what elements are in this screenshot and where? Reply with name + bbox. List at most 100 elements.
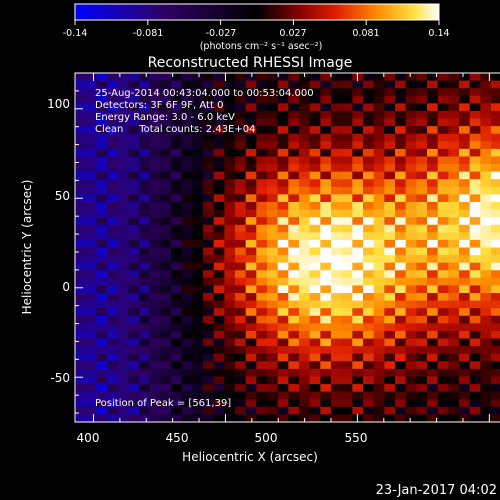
heatmap-cell xyxy=(331,399,343,408)
heatmap-cell xyxy=(309,346,321,355)
heatmap-cell xyxy=(213,88,225,97)
heatmap-cell xyxy=(224,270,236,279)
heatmap-cell xyxy=(192,293,204,302)
heatmap-cell xyxy=(384,148,396,158)
heatmap-cell xyxy=(160,308,172,317)
heatmap-cell xyxy=(437,277,449,287)
colorbar-tick-label: 0.14 xyxy=(428,28,449,39)
heatmap-cell xyxy=(235,126,247,135)
heatmap-cell xyxy=(203,156,215,165)
heatmap-cell xyxy=(277,315,289,324)
heatmap-cell xyxy=(245,293,257,302)
heatmap-cell xyxy=(203,80,215,89)
heatmap-cell xyxy=(405,224,417,233)
heatmap-cell xyxy=(213,201,225,211)
heatmap-cell xyxy=(405,179,417,188)
heatmap-cell xyxy=(213,95,225,104)
heatmap-cell xyxy=(459,346,471,355)
heatmap-cell xyxy=(171,406,183,416)
heatmap-cell xyxy=(96,209,108,218)
heatmap-cell xyxy=(363,148,375,158)
heatmap-cell xyxy=(181,338,193,347)
heatmap-cell xyxy=(107,346,119,355)
heatmap-cell xyxy=(117,95,129,104)
heatmap-cell xyxy=(245,201,257,211)
heatmap-cell xyxy=(107,141,119,150)
heatmap-cell xyxy=(448,126,460,135)
heatmap-cell xyxy=(245,255,257,264)
heatmap-cell xyxy=(213,186,225,195)
heatmap-cell xyxy=(224,323,236,332)
heatmap-cell xyxy=(405,399,417,408)
heatmap-cell xyxy=(373,414,385,422)
heatmap-cell xyxy=(320,103,332,112)
x-tick-label: 500 xyxy=(255,431,278,445)
heatmap-cell xyxy=(235,164,247,173)
heatmap-cell xyxy=(235,277,247,287)
heatmap-cell xyxy=(363,141,375,150)
heatmap-cell xyxy=(299,88,311,97)
heatmap-cell xyxy=(299,406,311,416)
heatmap-cell xyxy=(149,171,161,180)
heatmap-cell xyxy=(288,110,300,120)
heatmap-cell xyxy=(320,224,332,233)
heatmap-cell xyxy=(213,346,225,355)
heatmap-cell xyxy=(192,338,204,347)
heatmap-cell xyxy=(309,118,321,127)
heatmap-cell xyxy=(139,414,151,422)
heatmap-cell xyxy=(469,110,481,120)
heatmap-cell xyxy=(149,224,161,233)
heatmap-cell xyxy=(203,239,215,249)
heatmap-cell xyxy=(224,391,236,400)
heatmap-cell xyxy=(224,406,236,416)
heatmap-cell xyxy=(363,255,375,264)
heatmap-cell xyxy=(320,186,332,195)
heatmap-cell xyxy=(331,73,343,82)
heatmap-cell xyxy=(373,330,385,340)
heatmap-cell xyxy=(341,361,353,370)
heatmap-cell xyxy=(224,285,236,294)
heatmap-cell xyxy=(267,133,279,142)
heatmap-cell xyxy=(331,224,343,233)
heatmap-cell xyxy=(299,368,311,378)
heatmap-cell xyxy=(267,186,279,195)
heatmap-cell xyxy=(192,391,204,400)
heatmap-cell xyxy=(331,118,343,127)
heatmap-cell xyxy=(256,346,268,355)
heatmap-cell xyxy=(96,95,108,104)
heatmap-cell xyxy=(405,262,417,271)
heatmap-cell xyxy=(331,308,343,317)
heatmap-cell xyxy=(235,179,247,188)
heatmap-cell xyxy=(480,217,492,226)
heatmap-cell xyxy=(427,133,439,142)
heatmap-cell xyxy=(181,323,193,332)
heatmap-cell xyxy=(213,73,225,82)
heatmap-cell xyxy=(395,103,407,112)
heatmap-cell xyxy=(309,300,321,309)
heatmap-cell xyxy=(480,164,492,173)
heatmap-cell xyxy=(171,156,183,165)
heatmap-cell xyxy=(373,346,385,355)
heatmap-cell xyxy=(331,270,343,279)
heatmap-cell xyxy=(171,148,183,158)
heatmap-cell xyxy=(352,148,364,158)
heatmap-cell xyxy=(480,133,492,142)
heatmap-cell xyxy=(405,164,417,173)
heatmap-cell xyxy=(331,391,343,400)
heatmap-cell xyxy=(160,262,172,271)
heatmap-cell xyxy=(320,171,332,180)
heatmap-cell xyxy=(75,179,87,188)
heatmap-cell xyxy=(171,247,183,256)
heatmap-cell xyxy=(416,277,428,287)
heatmap-cell xyxy=(149,194,161,203)
heatmap-cell xyxy=(459,285,471,294)
heatmap-cell xyxy=(416,315,428,324)
heatmap-cell xyxy=(256,171,268,180)
heatmap-cell xyxy=(117,156,129,165)
heatmap-cell xyxy=(181,293,193,302)
heatmap-cell xyxy=(416,201,428,211)
heatmap-cell xyxy=(181,247,193,256)
heatmap-cell xyxy=(107,368,119,378)
heatmap-cell xyxy=(224,171,236,180)
heatmap-cell xyxy=(96,148,108,158)
